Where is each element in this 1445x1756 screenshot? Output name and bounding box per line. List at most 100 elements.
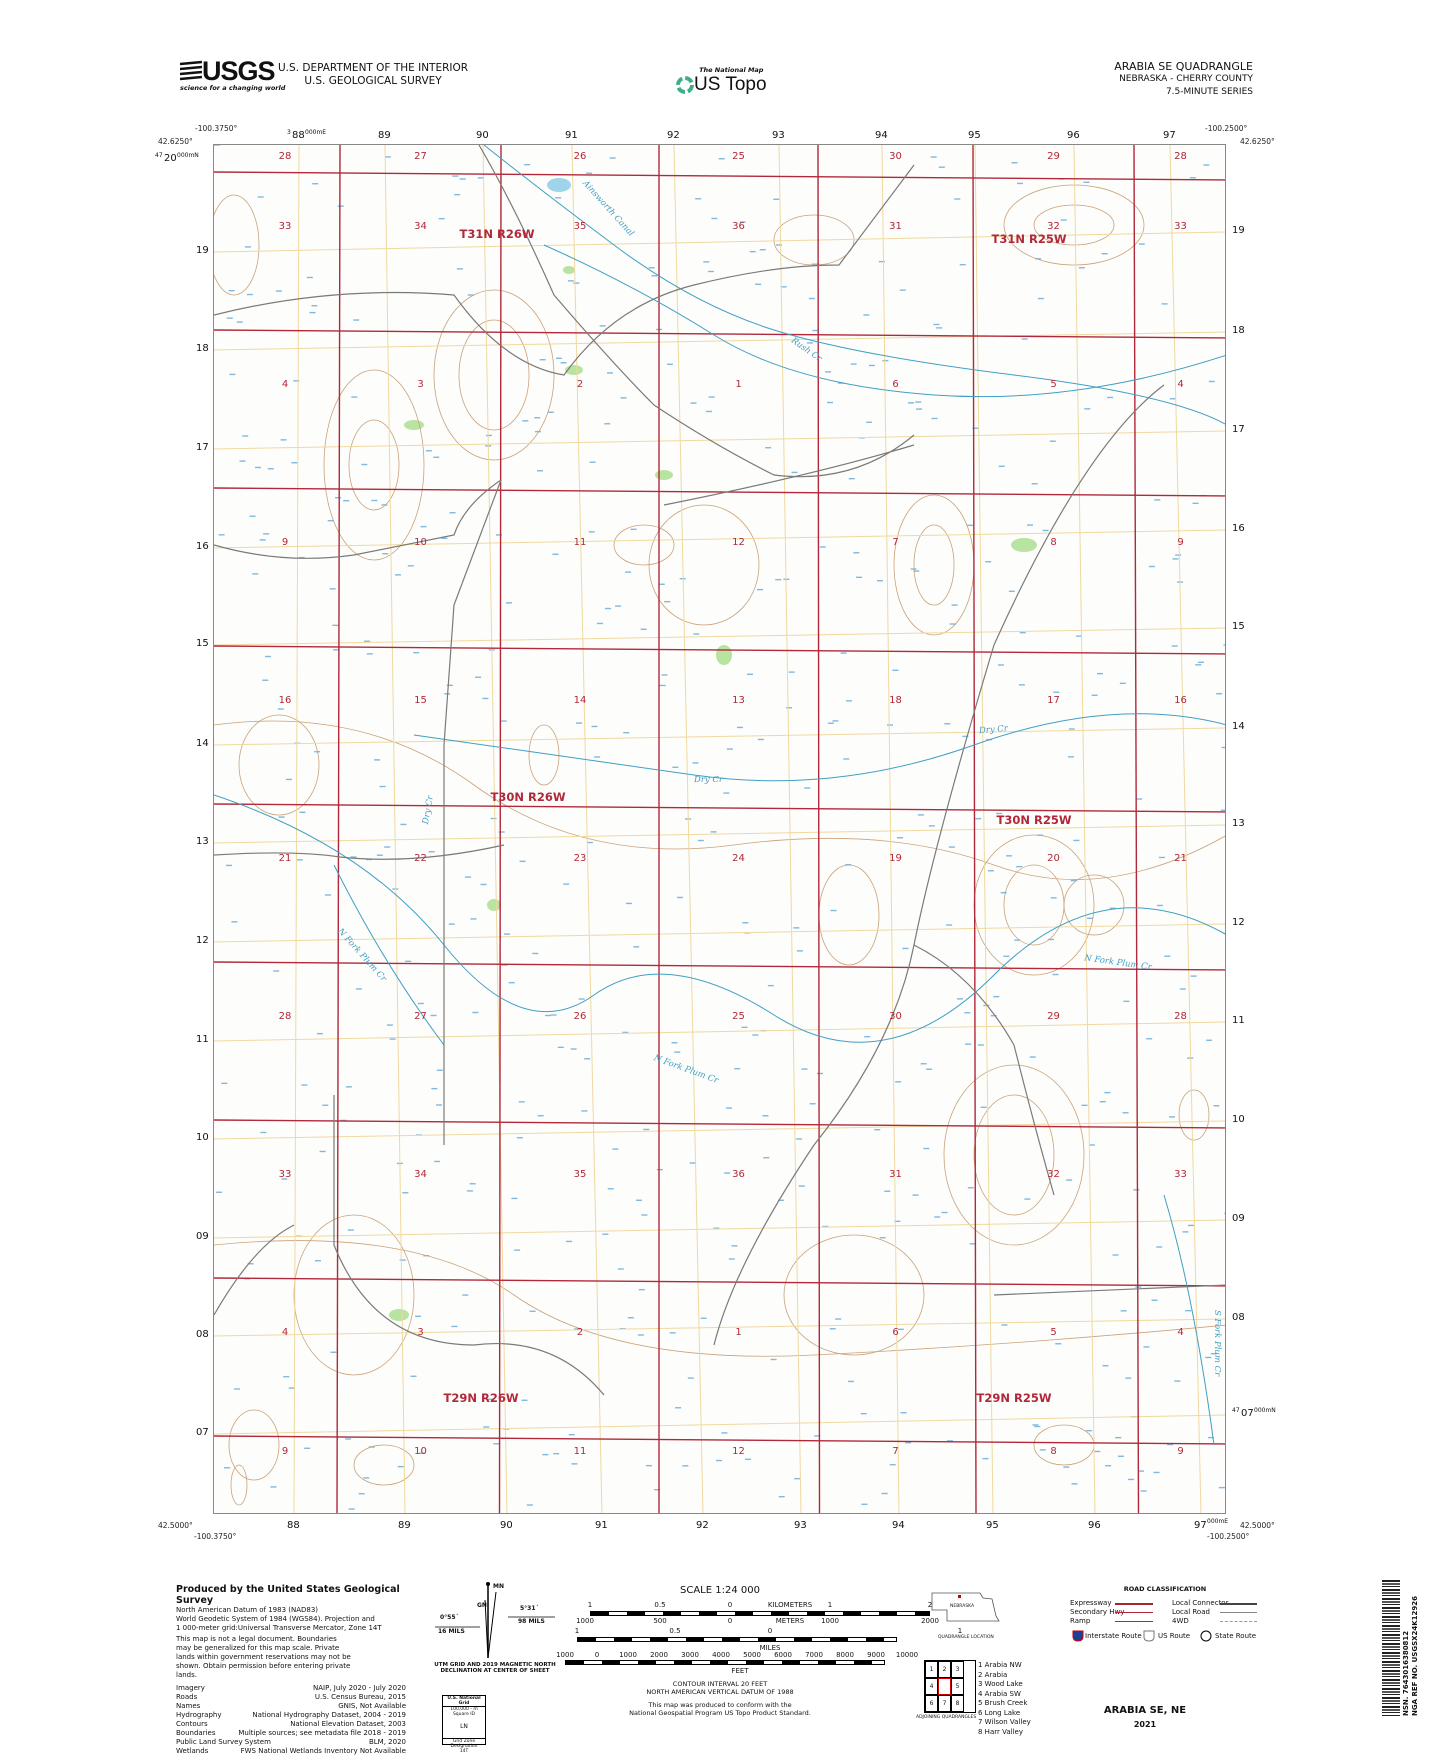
scale-label: 10000 [895, 1651, 919, 1659]
ne-latitude: 42.6250° [1240, 137, 1275, 146]
section-number: 14 [573, 695, 587, 706]
scale-label: 1 [827, 1601, 833, 1609]
credit-row: Roads U.S. Census Bureau, 2015 [176, 1693, 406, 1702]
map-canvas [214, 145, 1225, 1513]
contour-line [1003, 864, 1065, 946]
scale-label: 1000 [556, 1651, 574, 1659]
department-block: U.S. DEPARTMENT OF THE INTERIOR U.S. GEO… [278, 62, 468, 88]
us-topo-text: US Topo [694, 74, 767, 95]
section-number: 33 [278, 1169, 292, 1180]
contour-line [228, 1409, 280, 1481]
adjoining-cell: 8 [951, 1695, 964, 1712]
section-number: 9 [281, 537, 289, 548]
scale-label: 1000 [821, 1617, 839, 1625]
northing-label-left: 08 [196, 1329, 209, 1340]
section-number: 33 [1174, 1169, 1187, 1180]
easting-label-top: 89 [378, 130, 391, 141]
stream [413, 713, 1225, 782]
scale-label: 0 [594, 1651, 600, 1659]
feet-unit: FEET [731, 1667, 749, 1675]
section-line [214, 1277, 1225, 1287]
section-number: 4 [1177, 379, 1184, 390]
section-number: 8 [1050, 537, 1057, 548]
declination-caption: UTM GRID AND 2019 MAGNETIC NORTH DECLINA… [430, 1662, 560, 1674]
contour-line [1033, 204, 1115, 246]
grid-zone: 14T [459, 1749, 469, 1754]
usgs-tagline: science for a changing world [180, 84, 286, 92]
disclaimer: This map is not a legal document. Bounda… [176, 1635, 351, 1679]
gn-angle: 0°55´ [440, 1614, 459, 1621]
section-number: 7 [892, 537, 899, 548]
barcode-bars [1382, 1580, 1400, 1716]
section-number: 35 [573, 221, 587, 232]
nebraska-outline-icon [931, 1592, 1000, 1622]
easting-label-bottom: 89 [398, 1520, 411, 1531]
national-map-text: The National Map [699, 66, 764, 74]
conform-line: National Geospatial Program US Topo Prod… [629, 1709, 811, 1717]
northing-label-left: 18 [196, 343, 209, 354]
scale-label: 500 [653, 1617, 667, 1625]
local-connector-symbol [1220, 1603, 1257, 1605]
sw-latitude: 42.5000° [158, 1521, 193, 1530]
stream [483, 145, 1225, 425]
nga-ref: NGA REF NO. USGSX24K12926 [1411, 1595, 1419, 1716]
northing-label-right: 18 [1232, 325, 1245, 336]
datum-line: North American Datum of 1983 (NAD83) [176, 1606, 319, 1614]
national-grid-box: U.S. National Grid 100,000 - m Square ID… [442, 1695, 486, 1754]
4wd-symbol [1220, 1621, 1257, 1622]
section-number: 11 [573, 537, 587, 548]
easting-label-top: 96 [1067, 130, 1080, 141]
easting-label-top: 95 [968, 130, 981, 141]
section-number: 27 [414, 151, 427, 162]
adjoining-cell: 6 [925, 1695, 938, 1712]
scale-label: 5000 [743, 1651, 761, 1659]
section-number: 21 [278, 853, 292, 864]
utm-grid-line [214, 1219, 1225, 1239]
northing-label-right: 14 [1232, 721, 1245, 732]
recycle-globe-icon [676, 76, 694, 94]
northing-label-left: 11 [196, 1034, 209, 1045]
northing-prefix: 47 [155, 152, 163, 159]
scale-label: METERS [775, 1617, 805, 1625]
feet-bar [565, 1660, 885, 1665]
township-label: T29N R26W [443, 1391, 519, 1405]
expressway-symbol [1115, 1603, 1153, 1605]
grid-box-title: U.S. National Grid [443, 1696, 485, 1707]
northing-label-right: 11 [1232, 1015, 1245, 1026]
northing-label-left: 12 [196, 935, 209, 946]
easting-prefix: 3 [287, 129, 291, 136]
section-number: 9 [1177, 1445, 1184, 1457]
secondary-hwy-symbol [1115, 1612, 1153, 1613]
scale-label: 0 [767, 1627, 773, 1635]
credit-label: Boundaries [176, 1729, 216, 1737]
easting-label-top: 88 [292, 130, 305, 141]
credit-row: Names GNIS, Not Available [176, 1702, 406, 1711]
topographic-map[interactable]: 28 27 26 25 30 29 28 33 34 35 36 31 32 33 4 3 2 1 6 5 4 9 10 11… [213, 144, 1226, 1514]
easting-suffix: 000mE [305, 129, 327, 136]
northing-prefix-sw: 47 [1232, 1407, 1240, 1414]
utm-grid-line [214, 1021, 1225, 1042]
section-line [214, 171, 1225, 181]
stream-label: Dry Cr [694, 775, 723, 785]
utm-grid-line [214, 824, 1225, 844]
nw-latitude: 42.6250° [158, 137, 193, 146]
northing-label-left: 07 [196, 1427, 209, 1438]
section-number: 32 [1047, 221, 1060, 232]
section-number: 4 [281, 379, 289, 390]
northing-label-left: 13 [196, 836, 209, 847]
section-number: 28 [1174, 1011, 1187, 1022]
map-patch [655, 470, 673, 480]
section-number: 18 [889, 695, 902, 706]
map-name: ARABIA SE, NE [1103, 1705, 1187, 1716]
northing-suffix-sw: 000mN [1254, 1407, 1276, 1414]
road-label: Ramp [1070, 1617, 1091, 1625]
northing-label-right: 16 [1232, 523, 1245, 534]
section-number: 26 [573, 151, 587, 162]
contour-line [1178, 1089, 1210, 1141]
map-patch [716, 645, 732, 665]
adjoining-quad: 3 Wood Lake [978, 1680, 1023, 1688]
contour-line [433, 289, 555, 461]
utm-grid-line [293, 145, 300, 1513]
section-number: 12 [732, 537, 745, 548]
